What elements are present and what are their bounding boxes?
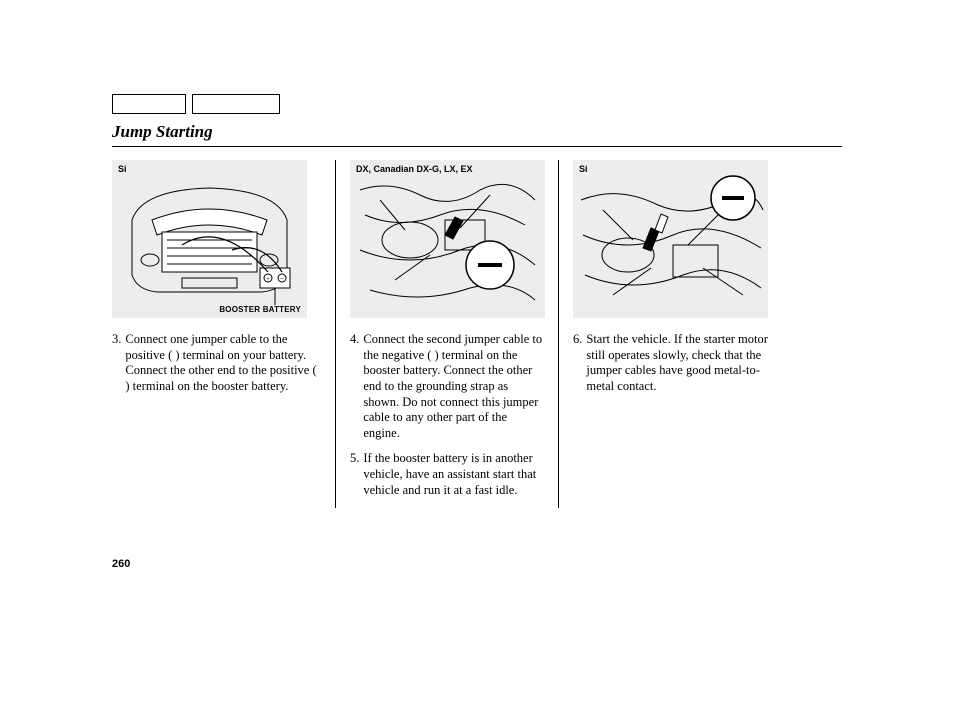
engine-illustration (350, 160, 545, 318)
figure: Si (112, 160, 307, 318)
figure: DX, Canadian DX-G, LX, EX (350, 160, 545, 318)
car-illustration: + − (112, 160, 307, 318)
column: Si (558, 160, 781, 508)
step-number: 5. (350, 451, 359, 498)
step-text: Start the vehicle. If the starter motor … (586, 332, 769, 395)
header-box (112, 94, 186, 114)
instruction-step: 5. If the booster battery is in another … (350, 451, 546, 498)
header-boxes (112, 94, 280, 114)
instruction-step: 4. Connect the second jumper cable to th… (350, 332, 546, 441)
step-number: 6. (573, 332, 582, 395)
svg-text:+: + (266, 275, 270, 283)
figure-caption: BOOSTER BATTERY (219, 305, 301, 314)
header-box (192, 94, 280, 114)
column: DX, Canadian DX-G, LX, EX (335, 160, 558, 508)
manual-page: Jump Starting Si (0, 0, 954, 710)
step-number: 4. (350, 332, 359, 441)
column: Si (112, 160, 335, 508)
content-columns: Si (112, 160, 781, 508)
step-text: Connect the second jumper cable to the n… (363, 332, 546, 441)
step-text: If the booster battery is in another veh… (363, 451, 546, 498)
instruction-step: 3. Connect one jumper cable to the posit… (112, 332, 323, 395)
svg-text:−: − (280, 274, 285, 283)
engine-illustration (573, 160, 768, 318)
instruction-step: 6. Start the vehicle. If the starter mot… (573, 332, 769, 395)
step-text: Connect one jumper cable to the positive… (125, 332, 323, 395)
step-number: 3. (112, 332, 121, 395)
figure: Si (573, 160, 768, 318)
page-number: 260 (112, 558, 130, 570)
page-title: Jump Starting (112, 122, 842, 147)
